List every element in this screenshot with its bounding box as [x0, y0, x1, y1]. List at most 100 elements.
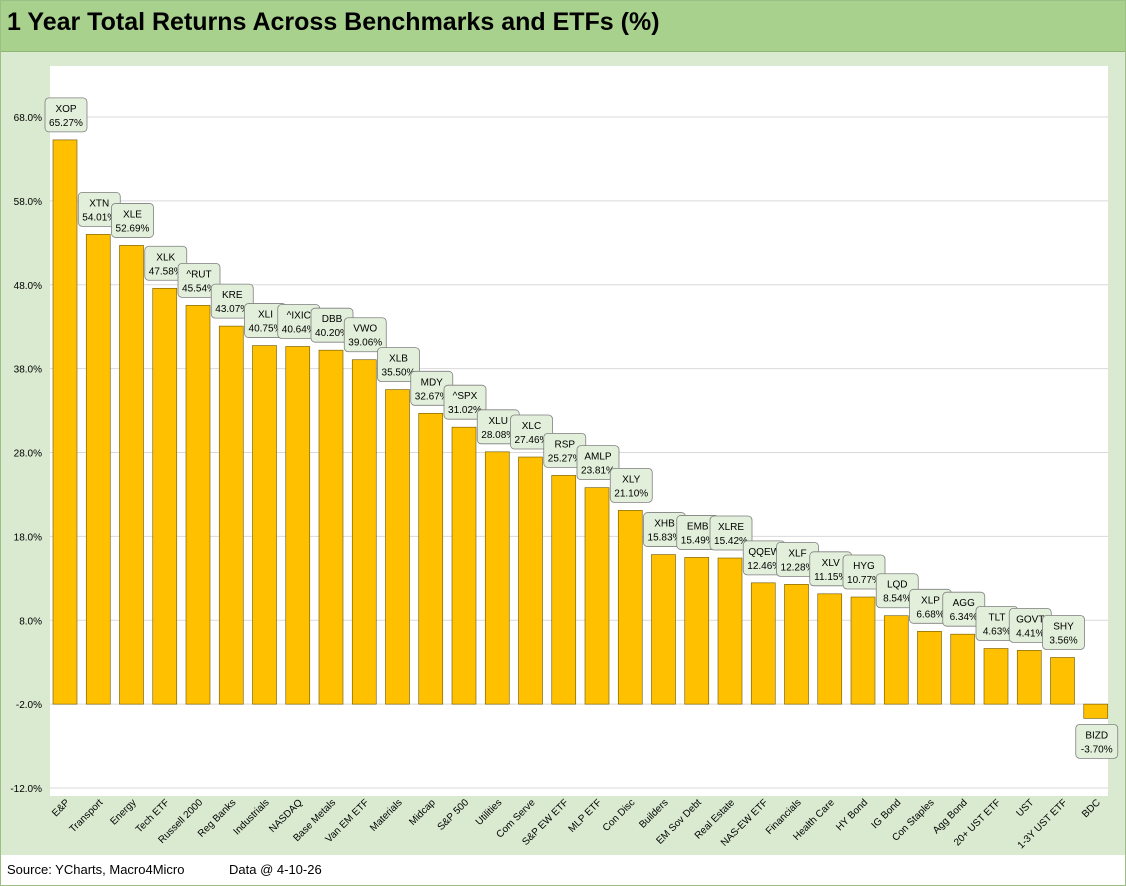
bar [883, 615, 909, 705]
ticker-label: BIZD [1085, 730, 1108, 741]
bar [318, 349, 344, 705]
value-label: 40.64% [282, 324, 316, 335]
value-label: 3.56% [1049, 635, 1077, 646]
ticker-label: GOVT [1016, 614, 1044, 625]
title-bar: 1 Year Total Returns Across Benchmarks a… [1, 1, 1125, 52]
ticker-label: XLP [921, 595, 940, 606]
data-label: QQEW 12.46% [742, 540, 786, 576]
data-label-box [177, 262, 221, 298]
data-label-box [377, 347, 420, 382]
ticker-label: DBB [322, 314, 343, 325]
ticker-label: XHB [654, 519, 675, 530]
bar [185, 305, 211, 705]
category-label: IG Bond [870, 797, 904, 831]
value-label: 4.41% [1016, 628, 1044, 639]
category-label: E&P [50, 797, 72, 819]
data-label: AGG 6.34% [942, 591, 986, 627]
category-label: UST [1014, 797, 1036, 819]
ticker-label: XLE [123, 209, 142, 220]
category-label: Energy [108, 797, 138, 827]
data-label: AMLP 23.81% [576, 445, 620, 481]
data-label: ^RUT 45.54% [177, 262, 221, 298]
bar [1083, 703, 1109, 719]
y-tick-label: 28.0% [14, 449, 42, 460]
ticker-label: SHY [1053, 621, 1074, 632]
value-label: 40.20% [315, 328, 349, 339]
value-label: 32.67% [415, 391, 449, 402]
bar [518, 456, 543, 705]
bar [418, 413, 444, 705]
data-label: HYG 10.77% [842, 554, 886, 590]
y-axis: 68.0% 58.0% 48.0% 38.0% 28.0% 18.0% 8.0% -2.0% -… [10, 113, 42, 795]
data-label: KRE 43.07% [210, 283, 254, 319]
value-label: 15.42% [714, 536, 748, 547]
value-label: 11.15% [814, 572, 847, 583]
y-tick-label: 48.0% [14, 281, 42, 292]
data-label-box [343, 317, 387, 353]
ticker-label: KRE [222, 290, 243, 301]
ticker-label: VWO [353, 324, 377, 335]
ticker-label: HYG [853, 561, 875, 572]
y-tick-label: -2.0% [16, 700, 42, 711]
data-label: DBB 40.20% [310, 307, 354, 343]
chart-title: 1 Year Total Returns Across Benchmarks a… [7, 8, 660, 36]
data-label: XLB 35.50% [377, 347, 420, 382]
category-label: BDC [1080, 797, 1103, 820]
ticker-label: XLU [489, 416, 508, 427]
category-label: Con Disc [601, 797, 637, 833]
y-tick-label: 38.0% [14, 365, 42, 376]
y-tick-label: 18.0% [14, 532, 42, 543]
bar [850, 596, 876, 705]
data-label: XLU 28.08% [476, 409, 520, 445]
bar [717, 557, 743, 705]
bar [285, 346, 311, 705]
bar [584, 487, 610, 705]
bar [52, 139, 78, 705]
value-label: 47.58% [149, 266, 183, 277]
bar [617, 510, 643, 705]
category-label: Builders [637, 797, 670, 830]
ticker-label: XLF [788, 548, 806, 559]
bar [385, 389, 410, 705]
bar [152, 287, 178, 705]
y-tick-label: 8.0% [19, 616, 42, 627]
bar [252, 345, 277, 705]
bar [1050, 657, 1075, 705]
value-label: 28.08% [481, 430, 515, 441]
bar [651, 554, 676, 705]
value-label: 27.46% [515, 435, 549, 446]
data-label: SHY 3.56% [1042, 615, 1085, 650]
ticker-label: XLY [622, 474, 640, 485]
ticker-label: XLK [156, 252, 175, 263]
ticker-label: TLT [988, 613, 1005, 624]
value-label: 10.77% [847, 575, 881, 586]
value-label: 39.06% [348, 338, 382, 349]
data-label-box [44, 97, 88, 133]
data-label-box [1075, 723, 1119, 759]
data-label: LQD 8.54% [875, 573, 919, 609]
data-label-box [576, 445, 620, 481]
value-label: 40.75% [249, 324, 283, 335]
bars [52, 139, 1109, 719]
data-label: XLP 6.68% [909, 588, 952, 624]
value-label: -3.70% [1081, 744, 1113, 755]
value-label: 12.46% [747, 561, 781, 572]
data-label: VWO 39.06% [343, 317, 387, 353]
y-tick-label: -12.0% [10, 784, 42, 795]
value-label: 31.02% [448, 405, 482, 416]
category-label: Midcap [407, 797, 438, 828]
data-label-box [842, 554, 886, 590]
ticker-label: XLRE [718, 522, 744, 533]
value-label: 35.50% [382, 368, 416, 379]
data-label: XLV 11.15% [809, 551, 853, 587]
value-label: 52.69% [116, 223, 150, 234]
category-label: Materials [368, 797, 404, 833]
value-label: 15.49% [681, 535, 715, 546]
ticker-label: ^IXIC [287, 310, 311, 321]
data-label-box [1042, 615, 1085, 650]
bar [983, 648, 1009, 705]
data-label: ^SPX 31.02% [443, 384, 487, 420]
y-tick-label: 68.0% [14, 113, 42, 124]
value-label: 6.68% [916, 609, 944, 620]
